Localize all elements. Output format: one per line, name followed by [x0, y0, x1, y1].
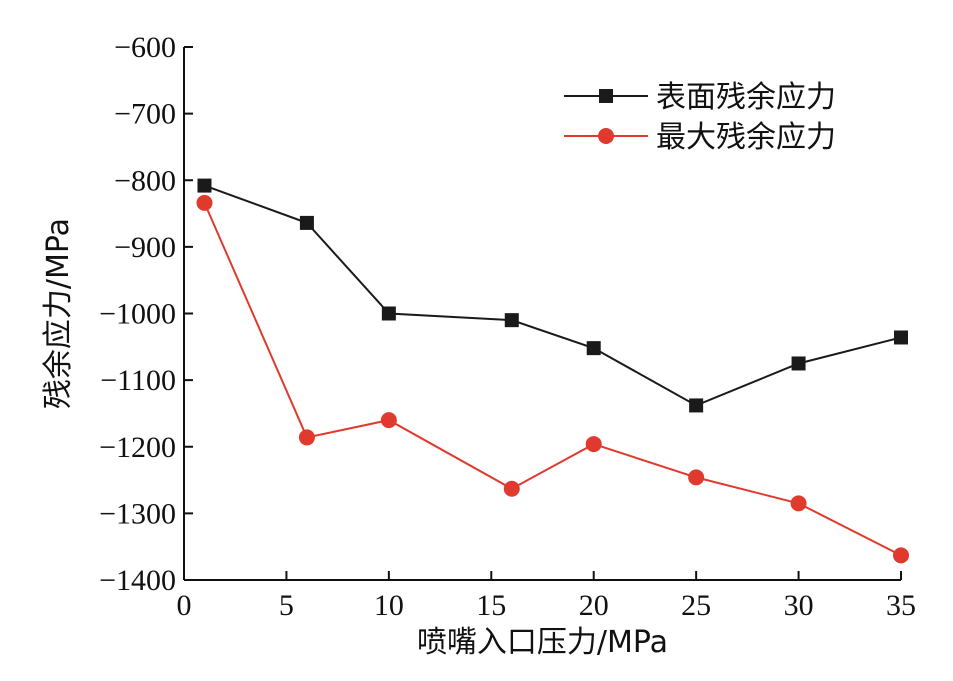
series-1 — [197, 178, 908, 413]
data-point — [298, 429, 315, 446]
y-tick-label: −800 — [114, 164, 176, 197]
y-tick-label: −1200 — [99, 431, 176, 464]
x-tick-label: 20 — [579, 589, 609, 622]
y-axis-title: 残余应力/MPa — [41, 218, 76, 409]
x-axis-title: 喷嘴入口压力/MPa — [417, 625, 668, 660]
x-tick-label: 5 — [279, 589, 294, 622]
data-point — [585, 436, 602, 453]
data-point — [380, 412, 397, 429]
y-tick-label: −900 — [114, 231, 176, 264]
series-line — [204, 184, 902, 407]
legend-marker — [598, 128, 614, 144]
y-tick-label: −1000 — [99, 298, 176, 331]
y-tick-label: −1100 — [100, 364, 176, 397]
data-point — [790, 495, 807, 512]
data-point — [689, 398, 704, 413]
data-point — [503, 480, 520, 497]
series-line — [203, 202, 902, 557]
data-point — [893, 547, 909, 564]
data-point — [504, 313, 519, 328]
y-tick-label: −700 — [114, 98, 176, 131]
legend-label: 最大残余应力 — [656, 120, 836, 155]
x-tick-label: 15 — [476, 589, 506, 622]
data-point — [381, 306, 396, 321]
y-ticks: −600 −700 −800 −900 −1000 −1100 −1200 −1300 −140… — [99, 31, 193, 597]
data-point — [894, 330, 908, 345]
data-point — [299, 215, 314, 230]
x-tick-label: 10 — [374, 589, 404, 622]
data-point — [586, 341, 601, 356]
y-tick-label: −600 — [114, 31, 176, 64]
y-tick-label: −1300 — [99, 497, 176, 530]
x-tick-label: 0 — [177, 589, 192, 622]
data-point — [197, 178, 212, 193]
series-2 — [196, 194, 909, 564]
x-ticks: 0 5 10 15 20 25 30 35 — [177, 571, 916, 622]
x-tick-label: 25 — [681, 589, 711, 622]
legend-item: 表面残余应力 — [564, 80, 836, 115]
legend-marker — [599, 89, 613, 103]
legend-label: 表面残余应力 — [656, 80, 836, 115]
x-tick-label: 35 — [886, 589, 916, 622]
data-point — [688, 469, 705, 486]
axes: −600 −700 −800 −900 −1000 −1100 −1200 −1300 −140… — [99, 31, 916, 622]
x-tick-label: 30 — [784, 589, 814, 622]
data-point — [791, 356, 806, 371]
y-tick-label: −1400 — [99, 564, 176, 597]
data-point — [196, 194, 213, 211]
legend-item: 最大残余应力 — [564, 120, 836, 155]
series-layer — [196, 178, 909, 564]
